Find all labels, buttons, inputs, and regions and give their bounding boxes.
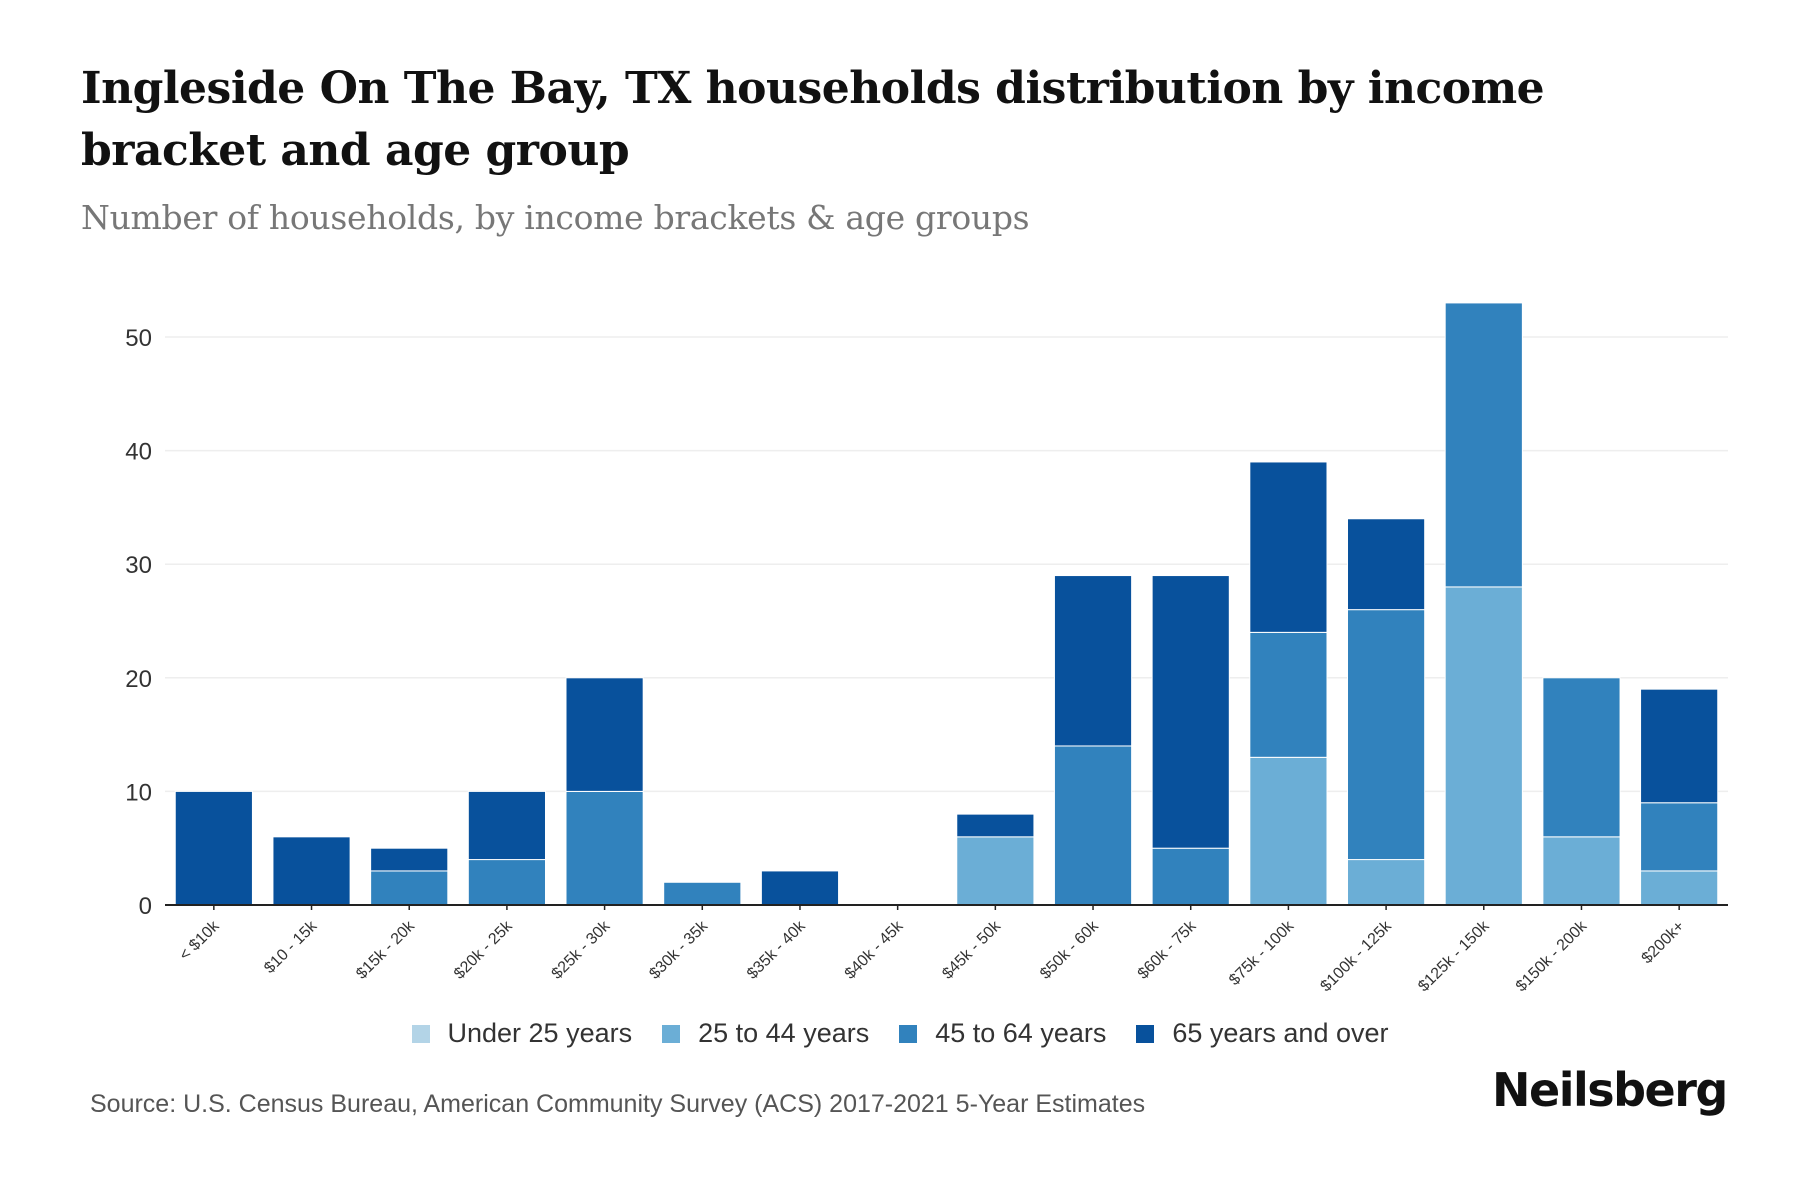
bar-segment — [1151, 575, 1230, 849]
bar-segment — [370, 870, 449, 906]
bar-segment — [467, 790, 546, 861]
legend-item: 45 to 64 years — [899, 1018, 1106, 1049]
y-tick-label: 50 — [125, 325, 152, 352]
x-tick-label: $20k - 25k — [451, 917, 517, 983]
legend-swatch — [1136, 1024, 1155, 1043]
brand-logo: Neilsberg — [1492, 1063, 1728, 1117]
y-tick-label: 0 — [139, 893, 152, 920]
bar-segment — [1542, 836, 1621, 906]
bar-segment — [1347, 609, 1426, 861]
bar-segment — [1053, 745, 1133, 906]
bar-segment — [1640, 688, 1719, 804]
bar-segment — [1151, 847, 1230, 906]
x-tick-label: $125k - 150k — [1415, 917, 1493, 995]
x-tick-label: $15k - 20k — [353, 917, 419, 983]
x-axis-ticks: < $10k $10 - 15k $15k - 20k $20k - 25k $25k … — [176, 905, 1688, 995]
y-axis-ticks: 0 10 20 30 40 50 — [125, 325, 152, 920]
bar-segment — [1347, 859, 1426, 906]
x-tick-label: $10 - 15k — [261, 917, 321, 977]
legend-item: 25 to 44 years — [662, 1018, 869, 1049]
bar-segment — [1249, 756, 1328, 906]
bar-segment — [956, 836, 1035, 906]
legend-swatch — [411, 1024, 430, 1043]
x-tick-label: $35k - 40k — [744, 917, 810, 983]
bar-segment — [760, 870, 840, 906]
legend-label: 65 years and over — [1172, 1018, 1389, 1048]
chart-title: Ingleside On The Bay, TX households dist… — [81, 63, 1545, 176]
bar-segment — [1249, 631, 1328, 758]
y-tick-label: 40 — [125, 439, 152, 466]
y-tick-label: 10 — [125, 779, 152, 806]
bar-segment — [565, 677, 644, 792]
bar-segment — [1444, 302, 1523, 588]
x-tick-label: $40k - 45k — [842, 917, 908, 983]
x-tick-label: $150k - 200k — [1513, 917, 1591, 995]
x-tick-label: $75k - 100k — [1226, 917, 1298, 989]
legend-swatch — [662, 1024, 681, 1043]
stacked-bar-chart: 0 10 20 30 40 50 < $10k $10 - 15k $15k - 20k $20… — [125, 302, 1728, 995]
bar-segment — [370, 847, 449, 872]
bar-segment — [956, 813, 1035, 838]
x-tick-label: $200k+ — [1639, 918, 1688, 967]
x-tick-label: $45k - 50k — [939, 917, 1005, 983]
legend-swatch — [899, 1024, 918, 1043]
legend-item: Under 25 years — [411, 1018, 633, 1049]
x-tick-label: $100k - 125k — [1317, 917, 1395, 995]
source-note: Source: U.S. Census Bureau, American Com… — [90, 1090, 1146, 1118]
y-tick-label: 30 — [125, 552, 152, 579]
bar-segment — [663, 881, 742, 906]
bar-segment — [1053, 575, 1133, 747]
legend-label: Under 25 years — [447, 1018, 633, 1048]
legend: Under 25 years 25 to 44 years 45 to 64 yea… — [0, 1018, 1800, 1049]
bar-segment — [174, 790, 253, 906]
x-tick-label: < $10k — [176, 917, 223, 964]
bar-segment — [1542, 677, 1621, 838]
bar-segment — [565, 790, 644, 906]
bar-segment — [467, 859, 546, 906]
x-tick-label: $50k - 60k — [1037, 917, 1103, 983]
bar-segment — [1640, 870, 1719, 906]
bars — [174, 302, 1719, 906]
bar-segment — [1640, 802, 1719, 872]
bar-segment — [272, 836, 351, 906]
bar-segment — [1347, 518, 1426, 611]
legend-label: 45 to 64 years — [935, 1018, 1107, 1048]
x-tick-label: $25k - 30k — [549, 917, 615, 983]
y-tick-label: 20 — [125, 666, 152, 693]
chart-subtitle: Number of households, by income brackets… — [81, 198, 1030, 237]
x-tick-label: $60k - 75k — [1135, 917, 1201, 983]
x-tick-label: $30k - 35k — [646, 917, 712, 983]
legend-item: 65 years and over — [1136, 1018, 1389, 1049]
legend-label: 25 to 44 years — [698, 1018, 870, 1048]
bar-segment — [1249, 461, 1328, 633]
bar-segment — [1444, 586, 1523, 906]
